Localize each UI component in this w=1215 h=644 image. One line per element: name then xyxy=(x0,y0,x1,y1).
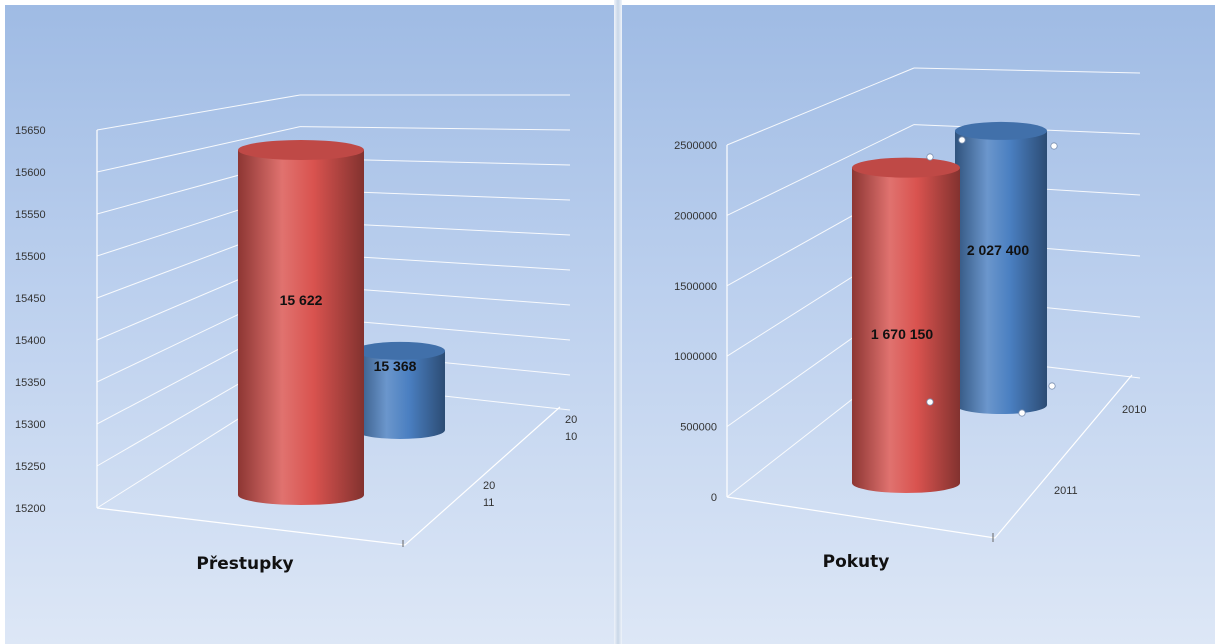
y-tick-label: 15500 xyxy=(15,251,46,263)
bar-2010-pokuty-top xyxy=(955,121,1047,140)
y-tick-label: 2500000 xyxy=(674,140,717,152)
depth-label: 20 xyxy=(565,414,577,426)
y-tick-label: 15200 xyxy=(15,503,46,515)
chart-panel-prestupky: 15200 15250 15300 15350 15400 15450 15500 15550… xyxy=(5,5,614,644)
gridline-left xyxy=(726,124,915,216)
bar-2010-prestupky-top xyxy=(355,341,445,360)
gridline-left xyxy=(726,67,915,146)
depth-label: 2011 xyxy=(1054,485,1078,497)
selection-handle xyxy=(1048,382,1056,390)
bar-2010-prestupky-body xyxy=(355,350,445,439)
data-label-2010: 2 027 400 xyxy=(967,242,1029,258)
bar-2010-pokuty-body xyxy=(955,130,1047,415)
data-label-2011: 15 622 xyxy=(280,292,323,308)
selection-handle xyxy=(958,136,966,144)
selection-handle xyxy=(1018,409,1026,417)
y-tick-label: 15300 xyxy=(15,419,46,431)
y-tick-label: 15650 xyxy=(15,125,46,137)
data-label-2011: 1 670 150 xyxy=(871,326,933,342)
y-tick-label: 500000 xyxy=(680,422,717,434)
panel-divider xyxy=(614,0,622,644)
depth-label: 2010 xyxy=(1122,404,1146,416)
depth-label: 20 xyxy=(483,480,495,492)
bar-2011-pokuty-body xyxy=(852,167,960,494)
y-tick-label: 15400 xyxy=(15,335,46,347)
y-tick-label: 1000000 xyxy=(674,351,717,363)
y-tick-label: 15250 xyxy=(15,461,46,473)
gridline-back xyxy=(299,126,571,131)
y-tick-label: 2000000 xyxy=(674,210,717,222)
prestupky-chart: 15200 15250 15300 15350 15400 15450 15500 15550… xyxy=(15,94,577,574)
y-tick-label: 15450 xyxy=(15,293,46,305)
y-tick-label: 0 xyxy=(711,492,717,504)
y-tick-label: 15350 xyxy=(15,377,46,389)
depth-label: 11 xyxy=(483,497,494,509)
selection-handle xyxy=(926,398,934,406)
chart-title: Přestupky xyxy=(196,554,293,574)
bar-2011-prestupky-body xyxy=(238,150,364,505)
floor-edge xyxy=(96,406,561,546)
chart-panel-pokuty: 0 500000 1000000 1500000 2000000 2500000 2010 2… xyxy=(622,5,1215,644)
floor-edge xyxy=(726,374,1133,539)
selection-handle xyxy=(926,153,934,161)
pokuty-chart: 0 500000 1000000 1500000 2000000 2500000 2010 2… xyxy=(674,67,1146,572)
y-tick-label: 15600 xyxy=(15,167,46,179)
selection-handle xyxy=(1050,142,1058,150)
chart-title: Pokuty xyxy=(823,552,890,572)
data-label-2010: 15 368 xyxy=(374,358,417,374)
bar-2011-pokuty-top xyxy=(852,157,960,178)
y-tick-label: 15550 xyxy=(15,209,46,221)
bar-2011-prestupky-top xyxy=(238,140,364,160)
depth-label: 10 xyxy=(565,431,577,443)
gridline-left xyxy=(96,126,301,173)
y-tick-label: 1500000 xyxy=(674,281,717,293)
gridline-left xyxy=(96,94,301,131)
gridline-back xyxy=(913,67,1141,74)
